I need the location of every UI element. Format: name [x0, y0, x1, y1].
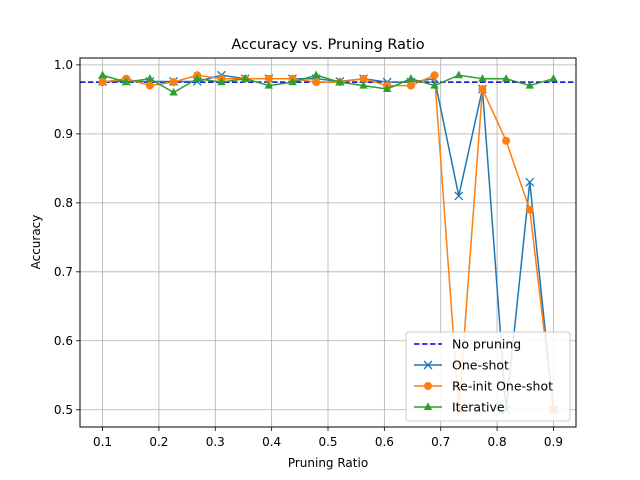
series-iterative-point — [359, 80, 368, 89]
series-iterative-point — [264, 80, 274, 89]
series-layer — [98, 70, 558, 415]
legend-entry-iterative-marker — [423, 402, 433, 410]
legend-entry-re-init-one-shot: Re-init One-shot — [414, 379, 553, 394]
series-iterative-point — [98, 70, 107, 79]
series-iterative-point — [217, 77, 226, 86]
series-re-init-one-shot-point — [525, 205, 534, 214]
series-re-init-one-shot-point — [169, 78, 178, 87]
y-axis-label: Accuracy — [29, 215, 43, 270]
y-tick-label: 0.9 — [54, 127, 73, 141]
series-re-init-one-shot-line — [102, 74, 555, 411]
series-re-init-one-shot-point — [145, 81, 154, 90]
x-tick-label: 0.4 — [262, 435, 281, 449]
series-iterative-point — [311, 70, 321, 79]
series-re-init-one-shot-point — [430, 71, 439, 80]
legend-entry-no-pruning-label: No pruning — [452, 337, 521, 352]
y-tick-label: 1.0 — [54, 58, 73, 72]
x-tick-label: 0.3 — [206, 435, 225, 449]
series-iterative-point — [193, 74, 202, 82]
y-tick-label: 0.8 — [54, 196, 73, 210]
x-tick-label: 0.2 — [149, 435, 168, 449]
legend-box — [405, 331, 571, 422]
series-iterative-point — [335, 77, 345, 86]
chart-title: Accuracy vs. Pruning Ratio — [231, 37, 424, 53]
series-iterative-point — [240, 74, 250, 82]
legend-entry-re-init-one-shot-label: Re-init One-shot — [452, 379, 553, 394]
legend-entry-iterative-label: Iterative — [452, 400, 505, 415]
series-iterative-point — [454, 70, 463, 79]
legend-entry-re-init-one-shot-marker — [424, 382, 432, 390]
series-iterative-point — [406, 74, 416, 82]
series-re-init-one-shot-point — [406, 81, 415, 90]
y-tick-label: 0.7 — [54, 265, 73, 279]
x-tick-label: 0.7 — [431, 435, 450, 449]
series-iterative-point — [145, 74, 155, 82]
legend-entry-no-pruning: No pruning — [414, 337, 521, 352]
legend-entry-one-shot-label: One-shot — [452, 358, 509, 373]
series-iterative-point — [478, 74, 487, 82]
legend-entry-one-shot: One-shot — [414, 358, 509, 373]
series-re-init-one-shot-point — [98, 78, 107, 87]
y-tick-label: 0.5 — [54, 403, 73, 417]
series-one-shot-point — [454, 191, 464, 201]
legend: No pruning One-shot Re-init One-shot Iterat… — [405, 331, 571, 422]
series-re-init-one-shot-point — [312, 78, 321, 87]
series-iterative — [98, 70, 558, 96]
x-tick-label: 0.6 — [375, 435, 394, 449]
series-re-init-one-shot-point — [264, 74, 273, 83]
series-iterative-line — [102, 74, 554, 94]
x-tick-label: 0.9 — [544, 435, 563, 449]
x-axis-label: Pruning Ratio — [288, 456, 368, 470]
series-iterative-point — [525, 80, 534, 89]
series-iterative-point — [382, 84, 392, 93]
series-one-shot-point — [525, 177, 535, 187]
series-iterative-point — [169, 87, 178, 96]
y-tick-label: 0.6 — [54, 334, 73, 348]
series-iterative-point — [288, 77, 297, 86]
series-iterative-point — [549, 74, 558, 82]
series-re-init-one-shot-point — [478, 85, 487, 94]
legend-entry-one-shot-marker — [423, 360, 433, 370]
x-tick-label: 0.8 — [488, 435, 507, 449]
legend-entry-iterative: Iterative — [414, 400, 505, 415]
axis-ticks: 0.1 0.2 0.3 0.4 0.5 0.6 0.7 0.8 0.9 0.5 0.6 0.7 0.8 0… — [54, 58, 563, 449]
x-tick-label: 0.5 — [318, 435, 337, 449]
series-re-init-one-shot-point — [359, 74, 368, 83]
series-iterative-point — [430, 80, 439, 89]
x-tick-label: 0.1 — [93, 435, 112, 449]
series-iterative-point — [122, 77, 131, 86]
series-re-init-one-shot-point — [502, 136, 511, 145]
series-iterative-point — [501, 74, 511, 82]
